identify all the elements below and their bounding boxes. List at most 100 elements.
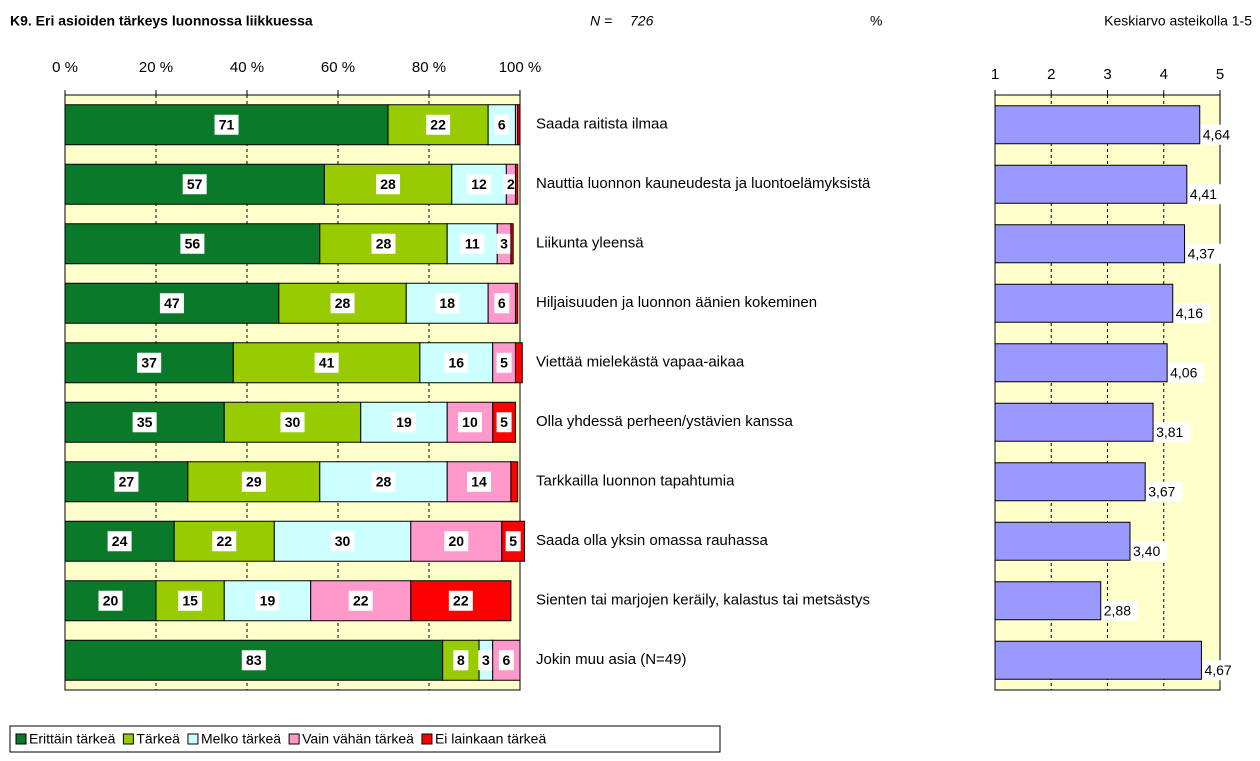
category-label: Viettää mielekästä vapaa-aikaa xyxy=(536,354,745,371)
value-label-box xyxy=(137,352,162,373)
category-label: Sienten tai marjojen keräily, kalastus t… xyxy=(536,592,870,609)
value-label: 6 xyxy=(502,652,510,668)
category-label: Saada raitista ilmaa xyxy=(536,116,668,133)
value-label-box xyxy=(496,233,512,254)
value-label-box xyxy=(426,114,451,135)
value-label: 4,67 xyxy=(1204,662,1231,678)
value-label-box xyxy=(448,590,473,611)
value-label: 3 xyxy=(482,652,490,668)
value-label: 4,41 xyxy=(1190,186,1217,202)
value-label-box xyxy=(435,293,460,314)
value-label: 3 xyxy=(500,235,508,251)
value-label: 27 xyxy=(119,473,135,489)
bar xyxy=(994,521,1131,561)
value-label-box xyxy=(478,650,494,671)
value-label-box xyxy=(1202,660,1239,681)
value-label: 30 xyxy=(285,414,301,430)
value-label: 22 xyxy=(430,116,446,132)
value-label-box xyxy=(494,114,510,135)
value-label: 3,67 xyxy=(1148,483,1175,499)
value-label: 6 xyxy=(498,116,506,132)
value-label: 29 xyxy=(246,473,262,489)
bar xyxy=(994,640,1202,680)
value-label-box xyxy=(444,352,469,373)
bar xyxy=(994,343,1168,383)
value-label: 10 xyxy=(462,414,478,430)
value-label-box xyxy=(280,412,305,433)
x-tick-label: 5 xyxy=(1216,66,1224,83)
value-label: 35 xyxy=(137,414,153,430)
value-label: 4,37 xyxy=(1188,245,1215,261)
value-label-box xyxy=(241,471,266,492)
value-label-box xyxy=(132,412,157,433)
x-tick-label: 3 xyxy=(1103,66,1111,83)
x-tick-label: 60 % xyxy=(321,59,355,76)
value-label-box xyxy=(330,293,355,314)
value-label: 22 xyxy=(453,592,469,608)
value-label: 28 xyxy=(335,295,351,311)
value-label: 4,64 xyxy=(1203,126,1230,142)
value-label-box xyxy=(1101,600,1138,621)
legend-swatch xyxy=(122,733,134,745)
value-label-box xyxy=(494,293,510,314)
value-label: 41 xyxy=(319,354,335,370)
legend-swatch xyxy=(421,733,433,745)
value-label-box xyxy=(178,590,203,611)
value-label-box xyxy=(371,471,396,492)
value-label: 83 xyxy=(246,652,262,668)
value-label: 19 xyxy=(396,414,412,430)
bar-segment xyxy=(510,461,519,503)
value-label: 2 xyxy=(507,176,515,192)
category-label: Jokin muu asia (N=49) xyxy=(536,651,686,668)
value-label: 71 xyxy=(219,116,235,132)
value-label-box xyxy=(1146,481,1183,502)
value-label: 20 xyxy=(449,533,465,549)
value-label-box xyxy=(453,650,469,671)
chart-title: K9. Eri asioiden tärkeys luonnossa liikk… xyxy=(10,13,313,29)
value-label: 11 xyxy=(465,235,480,251)
x-tick-label: 4 xyxy=(1160,66,1168,83)
category-label: Liikunta yleensä xyxy=(536,235,644,252)
value-label-box xyxy=(255,590,280,611)
bar-segment xyxy=(514,342,523,384)
value-label: 22 xyxy=(216,533,232,549)
value-label: 22 xyxy=(353,592,369,608)
value-label-box xyxy=(391,412,416,433)
value-label: 28 xyxy=(376,473,392,489)
bar xyxy=(994,283,1174,323)
value-label-box xyxy=(496,352,512,373)
legend-swatch xyxy=(15,733,27,745)
x-tick-label: 40 % xyxy=(230,59,264,76)
value-label-box xyxy=(107,531,132,552)
bar-segment xyxy=(514,282,519,324)
value-label: 2,88 xyxy=(1104,602,1131,618)
x-tick-label: 1 xyxy=(991,66,999,83)
category-label: Tarkkailla luonnon tapahtumia xyxy=(536,473,735,490)
value-label: 8 xyxy=(457,652,465,668)
bar-segment xyxy=(510,223,514,265)
value-label-box xyxy=(444,531,469,552)
value-label-box xyxy=(496,412,512,433)
value-label-box xyxy=(314,352,339,373)
value-label-box xyxy=(1200,124,1237,145)
value-label-box xyxy=(376,174,401,195)
bar-segment xyxy=(514,163,519,205)
value-label-box xyxy=(1173,303,1210,324)
legend-label: Ei lainkaan tärkeä xyxy=(435,731,547,747)
value-label: 24 xyxy=(112,533,128,549)
value-label-box xyxy=(180,233,205,254)
category-label: Hiljaisuuden ja luonnon äänien kokeminen xyxy=(536,294,817,311)
value-label-box xyxy=(348,590,373,611)
value-label-box xyxy=(98,590,123,611)
value-label: 5 xyxy=(500,414,508,430)
value-label-box xyxy=(1187,184,1224,205)
legend-label: Erittäin tärkeä xyxy=(29,731,116,747)
category-label: Nauttia luonnon kauneudesta ja luontoelä… xyxy=(536,175,871,192)
value-label-box xyxy=(114,471,139,492)
value-label: 4,06 xyxy=(1170,364,1197,380)
value-label: 20 xyxy=(103,592,119,608)
value-label: 47 xyxy=(164,295,180,311)
bar xyxy=(994,224,1186,264)
value-label-box xyxy=(460,233,485,254)
legend-label: Melko tärkeä xyxy=(201,731,281,747)
